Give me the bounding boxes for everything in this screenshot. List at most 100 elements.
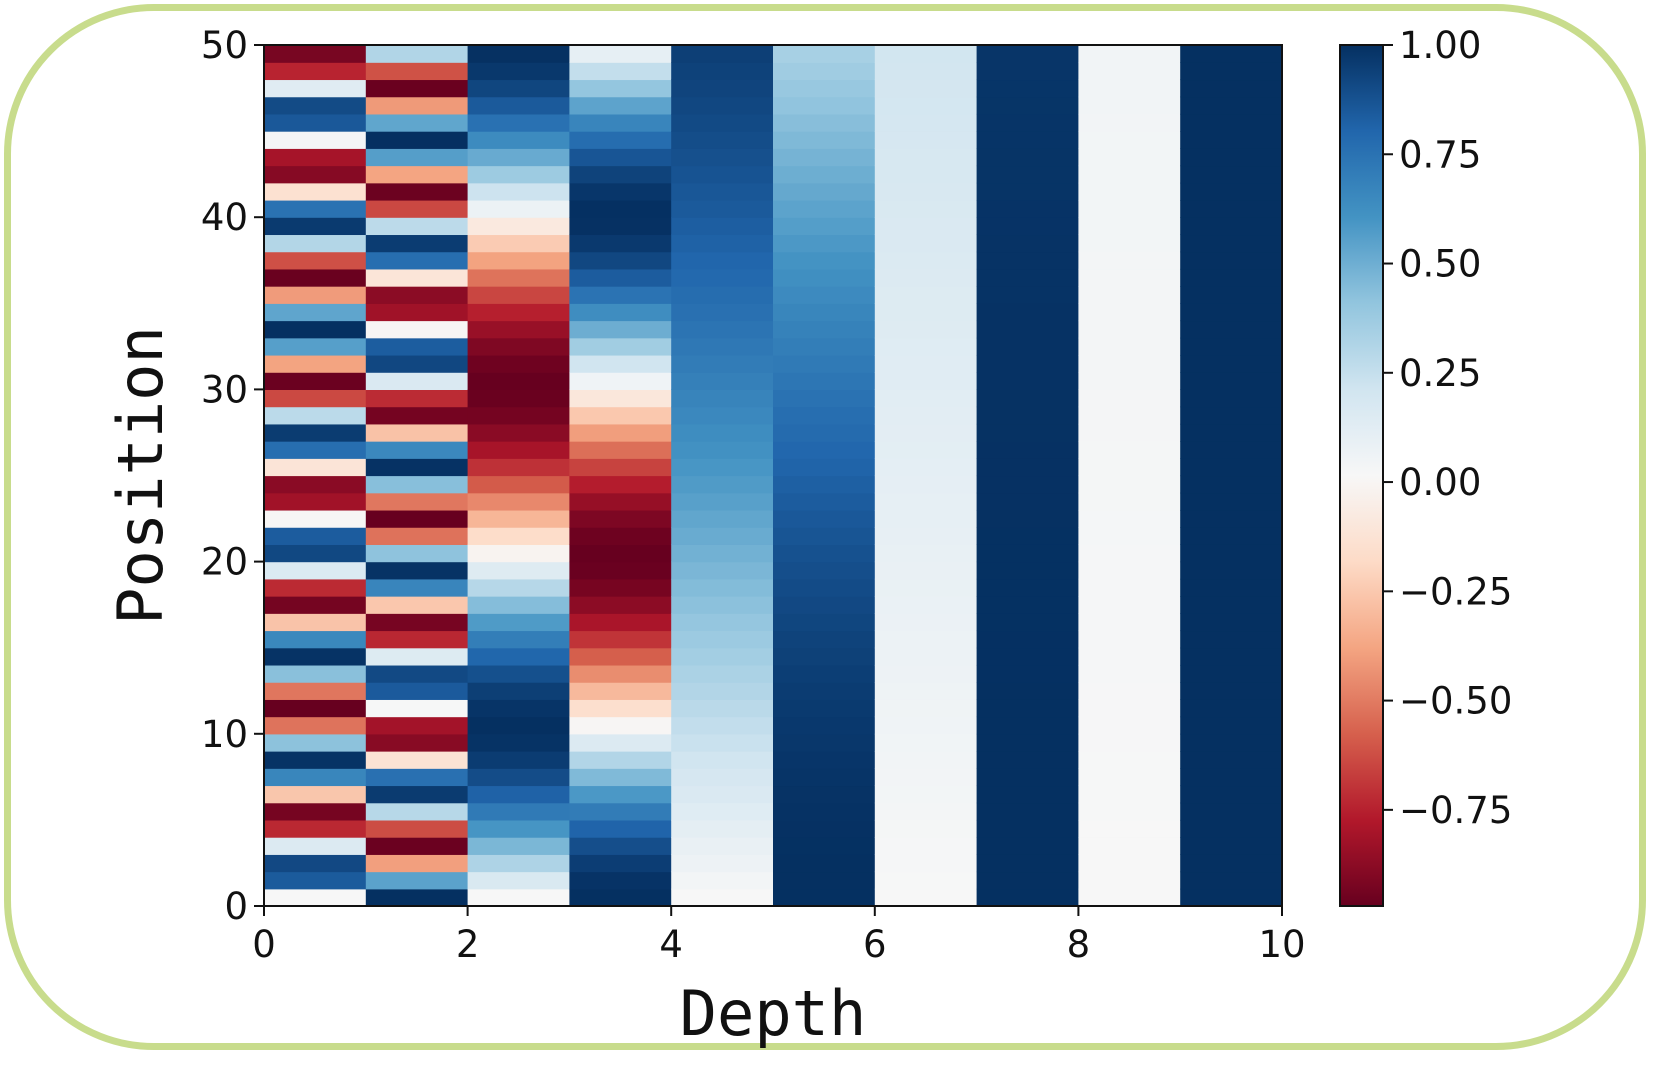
- heatmap-cell: [467, 389, 570, 408]
- heatmap-cell: [874, 716, 978, 735]
- heatmap-cell: [976, 354, 1079, 373]
- heatmap-cell: [1180, 475, 1283, 494]
- heatmap-cell: [671, 578, 774, 597]
- heatmap-cell: [264, 751, 367, 769]
- heatmap-cell: [467, 286, 570, 304]
- colorbar-tick-label: −0.25: [1399, 570, 1512, 613]
- heatmap-cell: [264, 475, 367, 494]
- heatmap-cell: [773, 492, 876, 511]
- heatmap-cell: [773, 664, 876, 683]
- heatmap-cell: [976, 716, 1079, 735]
- heatmap-cell: [1078, 630, 1181, 649]
- heatmap-cell: [264, 45, 367, 63]
- heatmap-cell: [1078, 682, 1181, 700]
- heatmap-cell: [569, 475, 672, 494]
- heatmap-cell: [1180, 888, 1283, 907]
- heatmap-cell: [874, 682, 978, 700]
- heatmap-cell: [569, 354, 672, 373]
- heatmap-cell: [569, 165, 672, 184]
- heatmap-cell: [1078, 561, 1181, 580]
- heatmap-cell: [1180, 819, 1283, 838]
- heatmap-cell: [773, 578, 876, 597]
- y-tick-label: 40: [201, 196, 248, 239]
- heatmap-cell: [467, 527, 570, 545]
- heatmap-cell: [976, 613, 1079, 632]
- heatmap-cell: [569, 630, 672, 649]
- heatmap-cell: [874, 544, 978, 563]
- colorbar-tick-label: 0.75: [1399, 133, 1481, 176]
- heatmap-cell: [365, 320, 469, 339]
- heatmap-cell: [1180, 682, 1283, 700]
- heatmap-cell: [671, 131, 774, 149]
- heatmap-cell: [365, 527, 469, 545]
- heatmap-cell: [976, 182, 1079, 201]
- heatmap-cell: [467, 561, 570, 580]
- heatmap-cell: [671, 45, 774, 63]
- heatmap-cell: [467, 819, 570, 838]
- heatmap-cell: [1180, 492, 1283, 511]
- heatmap-cell: [569, 837, 672, 855]
- heatmap-cell: [976, 647, 1079, 666]
- heatmap-cell: [1078, 768, 1181, 787]
- heatmap-cell: [976, 527, 1079, 545]
- heatmap-cell: [467, 733, 570, 752]
- heatmap-cell: [976, 509, 1079, 528]
- heatmap-cell: [264, 871, 367, 890]
- heatmap-cell: [773, 871, 876, 890]
- heatmap-cell: [264, 578, 367, 597]
- heatmap-cell: [569, 768, 672, 787]
- heatmap-cell: [671, 871, 774, 890]
- heatmap-cell: [1078, 544, 1181, 563]
- heatmap-cell: [1180, 578, 1283, 597]
- heatmap-cell: [1078, 337, 1181, 356]
- heatmap-cell: [773, 751, 876, 769]
- colorbar: [1339, 44, 1384, 907]
- heatmap-cell: [671, 509, 774, 528]
- heatmap-cell: [1078, 389, 1181, 408]
- heatmap-cell: [671, 664, 774, 683]
- heatmap-cell: [569, 527, 672, 545]
- colorbar-tick-label: 0.00: [1399, 461, 1481, 504]
- heatmap-cell: [1078, 182, 1181, 201]
- x-axis: 0 2 4 6 8 10: [252, 906, 1306, 966]
- heatmap-cell: [569, 131, 672, 149]
- heatmap-cell: [874, 165, 978, 184]
- heatmap-cell: [365, 286, 469, 304]
- heatmap-cell: [569, 45, 672, 63]
- heatmap-cell: [874, 320, 978, 339]
- heatmap-cell: [467, 148, 570, 167]
- heatmap-cell: [976, 458, 1079, 477]
- heatmap-cell: [569, 699, 672, 718]
- heatmap-cell: [264, 716, 367, 735]
- heatmap-cell: [671, 96, 774, 115]
- heatmap-cell: [264, 458, 367, 477]
- heatmap-cell: [874, 423, 978, 442]
- heatmap-cell: [671, 354, 774, 373]
- colorbar-tick-label: 0.25: [1399, 352, 1481, 395]
- heatmap-cell: [874, 251, 978, 270]
- heatmap-cell: [467, 251, 570, 270]
- heatmap-cell: [1180, 199, 1283, 218]
- heatmap-cell: [467, 544, 570, 563]
- heatmap-cell: [264, 682, 367, 700]
- heatmap-cell: [976, 733, 1079, 752]
- heatmap-cell: [976, 45, 1079, 63]
- heatmap-cell: [365, 251, 469, 270]
- heatmap-cell: [365, 837, 469, 855]
- heatmap-cell: [671, 337, 774, 356]
- heatmap-cell: [1078, 596, 1181, 614]
- heatmap-cell: [671, 785, 774, 804]
- heatmap-cell: [773, 79, 876, 98]
- heatmap-cell: [773, 630, 876, 649]
- heatmap-cell: [264, 354, 367, 373]
- heatmap-cell: [467, 768, 570, 787]
- heatmap-cell: [467, 596, 570, 614]
- heatmap-cell: [1078, 96, 1181, 115]
- heatmap-cell: [1078, 165, 1181, 184]
- heatmap-cell: [874, 492, 978, 511]
- heatmap-cell: [365, 785, 469, 804]
- heatmap-cell: [773, 509, 876, 528]
- heatmap-cell: [1078, 751, 1181, 769]
- heatmap-cell: [874, 268, 978, 287]
- heatmap-cell: [1180, 699, 1283, 718]
